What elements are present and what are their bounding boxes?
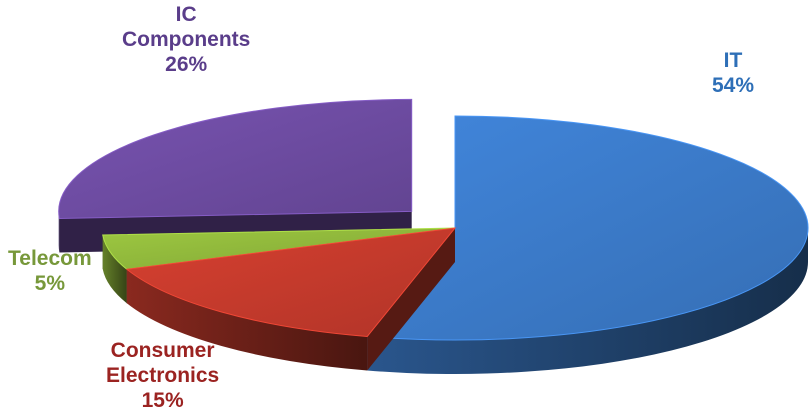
pie-slice-it-top [366, 115, 809, 341]
data-label-ic-components-value: 26% [165, 53, 208, 76]
pie-slice-consumer-electronics [125, 227, 457, 371]
data-label-it-value: 54% [712, 74, 755, 97]
data-label-consumer-electronics-line2: Electronics [106, 364, 220, 387]
pie-slice-telecom-side [102, 235, 127, 304]
data-label-ic-components-line1: IC [175, 3, 197, 26]
data-label-consumer-electronics-line1: Consumer [110, 339, 215, 362]
data-label-consumer-electronics: Consumer Electronics 15% [106, 338, 219, 413]
data-label-it: IT 54% [712, 48, 754, 98]
pie-slice-it-side [367, 228, 808, 375]
data-label-ic-components: IC Components 26% [122, 2, 250, 77]
data-label-telecom: Telecom 5% [8, 246, 92, 296]
pie-slice-ic-components-side [58, 211, 60, 253]
pie-slice-ic-components-top [58, 98, 413, 219]
data-label-consumer-electronics-value: 15% [141, 389, 184, 412]
data-label-telecom-name: Telecom [8, 247, 92, 270]
pie-slice-consumer-electronics-top [125, 227, 457, 338]
pie-slice-consumer-electronics-side [126, 269, 368, 371]
data-label-ic-components-line2: Components [122, 28, 251, 51]
data-label-it-name: IT [723, 49, 743, 72]
data-label-telecom-value: 5% [34, 272, 65, 295]
